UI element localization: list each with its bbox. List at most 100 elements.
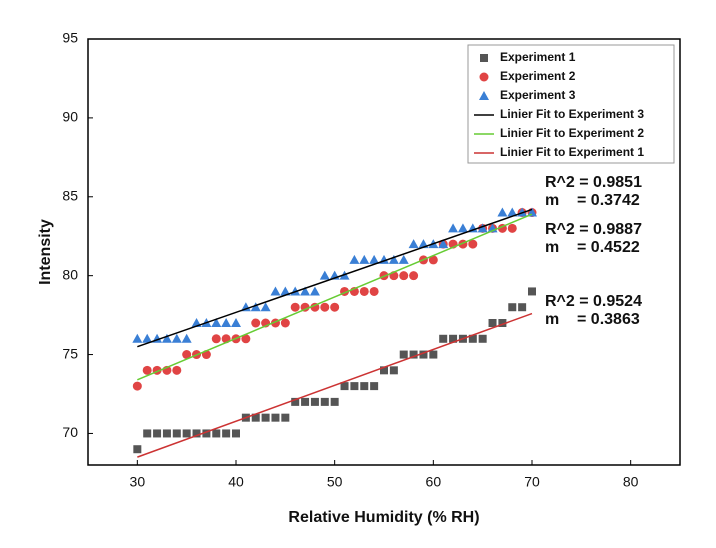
data-point: [360, 382, 369, 391]
data-point: [172, 429, 181, 438]
data-point: [211, 318, 222, 327]
data-point: [261, 413, 270, 422]
data-point: [280, 286, 291, 296]
x-tick-label: 30: [130, 474, 146, 490]
annotation: R^2 = 0.9887: [545, 221, 642, 238]
data-point: [221, 318, 232, 327]
data-point: [488, 319, 497, 327]
data-point: [181, 333, 192, 343]
data-point: [300, 286, 311, 296]
data-point: [132, 381, 142, 391]
data-point: [399, 271, 409, 281]
annotation: m = 0.3742: [545, 192, 640, 209]
data-point: [449, 334, 458, 343]
data-point: [468, 239, 478, 249]
data-point: [429, 350, 438, 359]
data-point: [330, 302, 340, 312]
data-point: [192, 429, 201, 438]
data-point: [340, 382, 349, 391]
data-point: [182, 429, 191, 438]
data-point: [409, 271, 419, 281]
y-tick-label: 80: [62, 266, 78, 282]
data-point: [202, 429, 211, 438]
y-tick-label: 70: [62, 424, 78, 440]
data-point: [153, 429, 162, 438]
data-point: [507, 223, 517, 233]
data-point: [212, 429, 221, 438]
data-point: [231, 318, 241, 327]
data-point: [457, 223, 468, 233]
y-tick-label: 75: [62, 345, 78, 361]
data-point: [241, 334, 251, 344]
annotation: R^2 = 0.9524: [545, 293, 642, 310]
data-point: [162, 429, 171, 438]
annotation: R^2 = 0.9851: [545, 174, 642, 191]
data-point: [349, 254, 360, 264]
data-point: [477, 223, 488, 233]
data-point: [161, 333, 172, 343]
data-point: [370, 382, 379, 391]
data-point: [270, 286, 281, 296]
data-point: [359, 254, 370, 264]
fit-line: [137, 312, 533, 458]
x-tick-label: 60: [426, 474, 442, 490]
data-point: [320, 302, 330, 312]
data-point: [310, 397, 319, 406]
data-point: [369, 286, 379, 296]
data-point: [508, 303, 517, 312]
data-point: [232, 429, 240, 438]
data-point: [497, 207, 508, 217]
data-point: [319, 270, 330, 280]
x-tick-label: 50: [327, 474, 343, 490]
y-axis-label: Intensity: [37, 219, 54, 285]
data-point: [438, 239, 449, 249]
data-point: [507, 207, 518, 217]
data-point: [222, 429, 231, 438]
data-point: [478, 334, 487, 343]
data-point: [350, 382, 359, 391]
legend-frame: [467, 44, 675, 164]
data-point: [498, 319, 507, 327]
data-point: [320, 397, 329, 406]
x-tick-label: 70: [524, 474, 540, 490]
data-point: [419, 350, 428, 359]
data-point: [380, 366, 388, 375]
legend-label: Linier Fit to Experiment 1: [500, 145, 644, 159]
data-point: [172, 365, 182, 375]
data-point: [309, 286, 320, 296]
data-point: [439, 334, 448, 343]
y-tick-label: 85: [62, 187, 78, 203]
data-point: [143, 429, 152, 438]
x-tick-label: 40: [228, 474, 244, 490]
legend-label: Linier Fit to Experiment 3: [500, 107, 644, 121]
data-point: [518, 303, 527, 312]
annotation: m = 0.3863: [545, 311, 640, 328]
data-point: [133, 445, 142, 454]
data-point: [251, 413, 260, 422]
legend-label: Linier Fit to Experiment 2: [500, 126, 644, 140]
data-point: [291, 397, 300, 406]
data-point: [408, 239, 419, 249]
fit-line: [137, 208, 533, 348]
data-point: [300, 302, 310, 312]
legend-swatch: [480, 54, 488, 62]
data-point: [468, 334, 477, 343]
data-point: [171, 333, 182, 343]
legend-swatch: [479, 91, 489, 100]
data-point: [388, 254, 399, 264]
data-point: [182, 350, 192, 360]
data-point: [280, 318, 290, 328]
data-point: [260, 302, 271, 312]
data-point: [369, 254, 380, 264]
data-point: [359, 286, 369, 296]
x-tick-label: 80: [623, 474, 639, 490]
data-point: [271, 413, 280, 422]
data-point: [428, 255, 438, 265]
data-point: [399, 350, 408, 359]
data-point: [389, 366, 398, 375]
x-axis-label: Relative Humidity (% RH): [288, 509, 479, 526]
data-point: [290, 302, 300, 312]
data-point: [142, 333, 153, 343]
fit-line: [137, 213, 533, 381]
